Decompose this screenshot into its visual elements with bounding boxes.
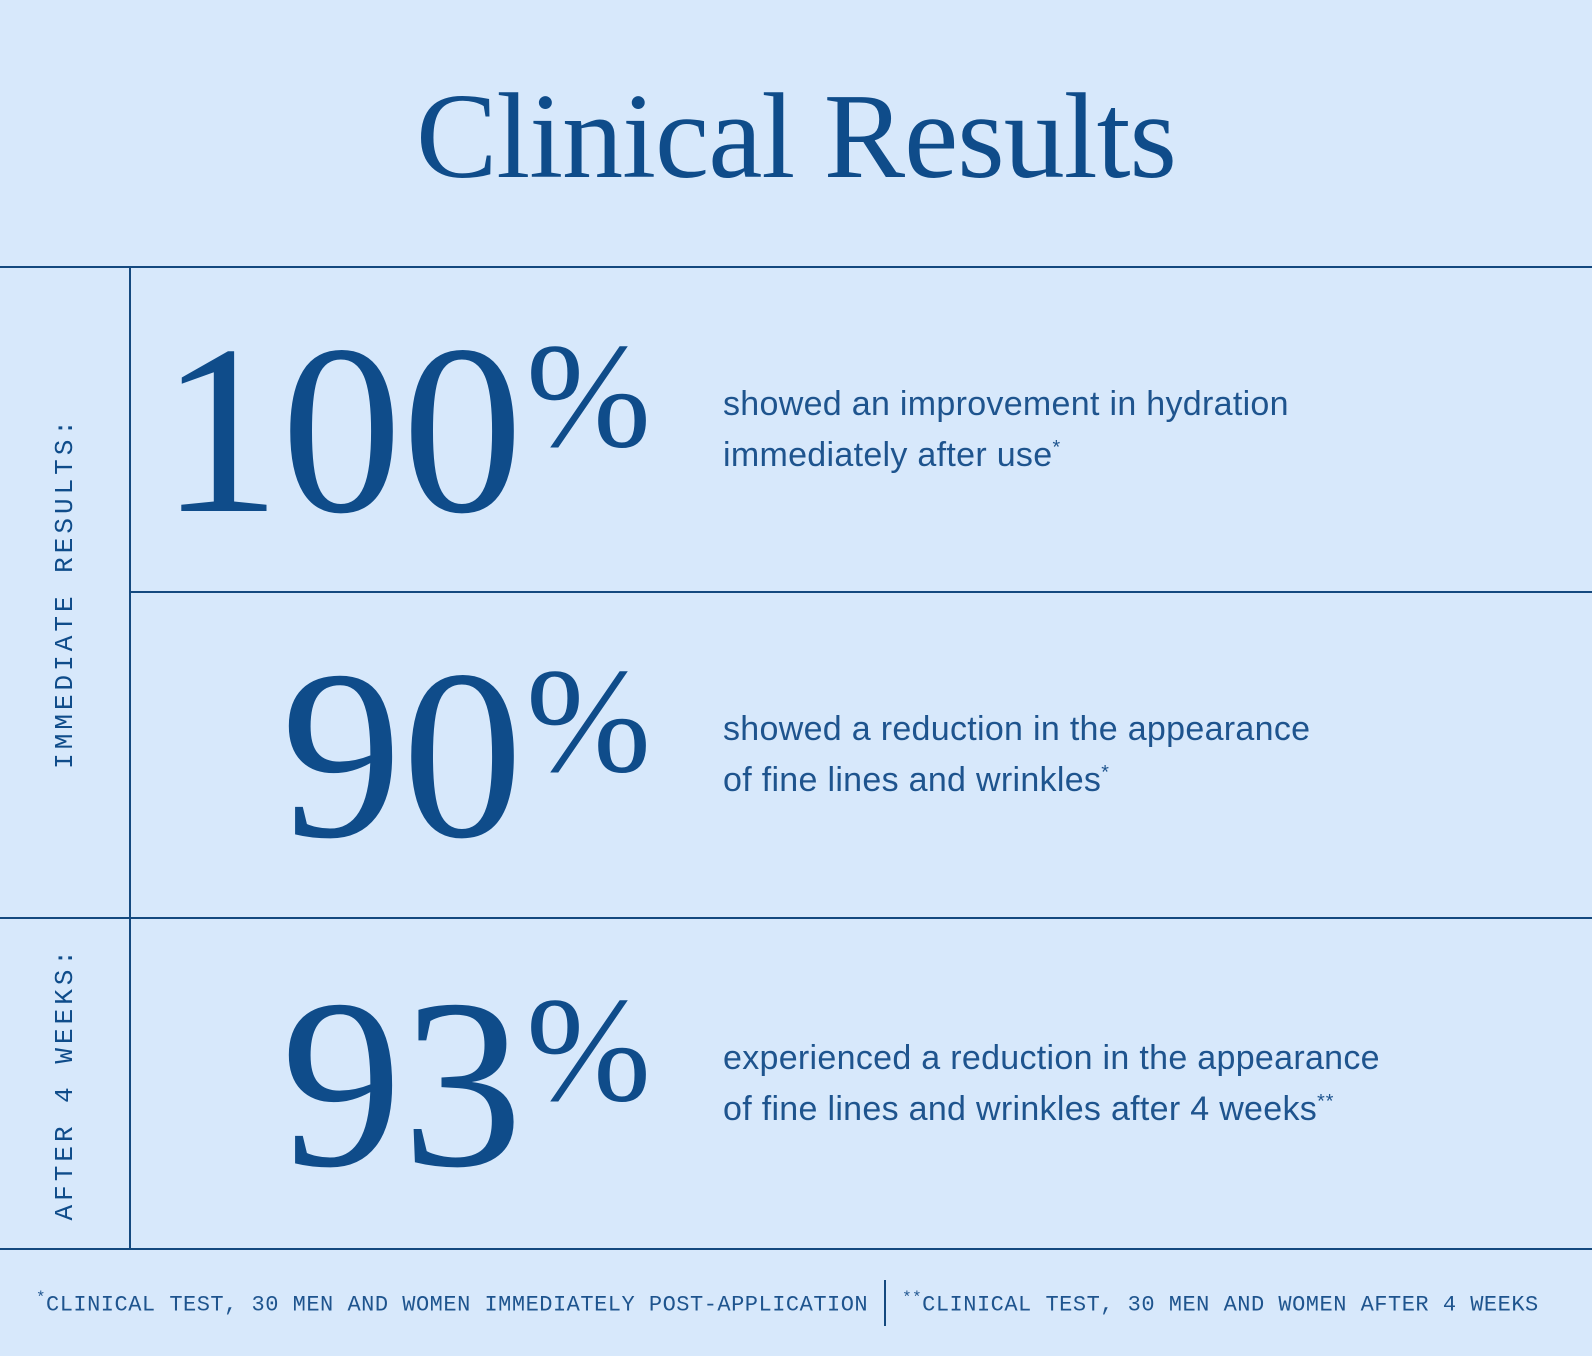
footnote-mark: * xyxy=(36,1288,46,1307)
description-line-2: immediately after use xyxy=(723,435,1053,474)
description-line-1: experienced a reduction in the appearanc… xyxy=(723,1038,1380,1077)
vertical-label-immediate-results: IMMEDIATE RESULTS: xyxy=(49,416,80,769)
footnote-mark: ** xyxy=(902,1288,923,1307)
page-title: Clinical Results xyxy=(415,69,1177,204)
footnote-mark: * xyxy=(1052,436,1062,459)
stat-number: 93 xyxy=(281,949,524,1218)
footnotes-bar: *CLINICAL TEST, 30 MEN AND WOMEN IMMEDIA… xyxy=(0,1250,1592,1356)
stat-description: showed an improvement in hydration immed… xyxy=(723,379,1289,481)
description-line-1: showed a reduction in the appearance xyxy=(723,710,1311,748)
footnote-immediate: *CLINICAL TEST, 30 MEN AND WOMEN IMMEDIA… xyxy=(36,1289,868,1317)
results-table: IMMEDIATE RESULTS: AFTER 4 WEEKS: 100% s… xyxy=(0,266,1592,1250)
footnote-text: CLINICAL TEST, 30 MEN AND WOMEN IMMEDIAT… xyxy=(46,1292,869,1318)
stat-value-100: 100% xyxy=(131,309,651,551)
description-line-2: of fine lines and wrinkles xyxy=(723,761,1102,799)
stat-description: experienced a reduction in the appearanc… xyxy=(723,1033,1380,1135)
description-line-2: of fine lines and wrinkles after 4 weeks xyxy=(723,1089,1318,1128)
stat-number: 100 xyxy=(160,295,524,564)
stat-value-93: 93% xyxy=(131,963,651,1205)
percent-sign: % xyxy=(526,638,651,805)
stat-value-90: 90% xyxy=(131,634,651,876)
percent-sign: % xyxy=(526,312,651,479)
percent-sign: % xyxy=(526,966,651,1133)
description-line-1: showed an improvement in hydration xyxy=(723,384,1289,423)
row-group-after-4-weeks: AFTER 4 WEEKS: xyxy=(0,919,131,1248)
header: Clinical Results xyxy=(0,0,1592,266)
footnote-mark: ** xyxy=(1317,1090,1335,1113)
footnote-text: CLINICAL TEST, 30 MEN AND WOMEN AFTER 4 … xyxy=(922,1292,1539,1318)
footnote-4-weeks: **CLINICAL TEST, 30 MEN AND WOMEN AFTER … xyxy=(902,1289,1539,1317)
vertical-label-after-4-weeks: AFTER 4 WEEKS: xyxy=(49,946,80,1221)
stat-description: showed a reduction in the appearance of … xyxy=(723,704,1310,806)
stat-row-hydration: 100% showed an improvement in hydration … xyxy=(131,268,1592,593)
footnote-mark: * xyxy=(1101,761,1110,784)
stat-row-fine-lines-immediate: 90% showed a reduction in the appearance… xyxy=(131,593,1592,919)
row-group-immediate-results: IMMEDIATE RESULTS: xyxy=(0,268,131,919)
stat-number: 90 xyxy=(281,621,524,889)
stat-row-fine-lines-4-weeks: 93% experienced a reduction in the appea… xyxy=(131,919,1592,1248)
footnote-divider xyxy=(884,1280,887,1326)
